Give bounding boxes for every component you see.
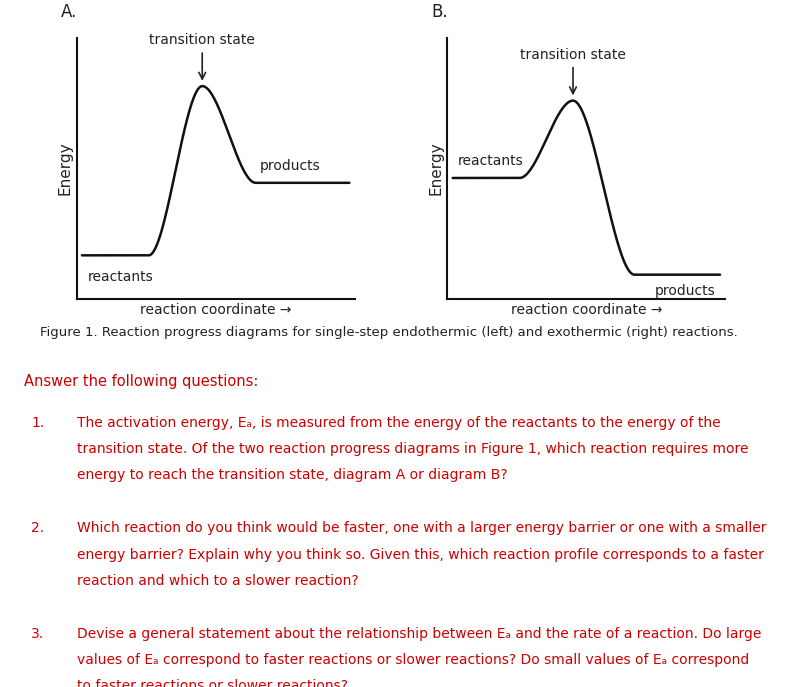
Text: B.: B. [431,3,448,21]
Text: 1.: 1. [31,416,44,429]
Text: reactants: reactants [87,270,153,284]
Text: The activation energy, Eₐ, is measured from the energy of the reactants to the e: The activation energy, Eₐ, is measured f… [77,416,721,429]
Text: to faster reactions or slower reactions?: to faster reactions or slower reactions? [77,679,347,687]
Text: Figure 1. Reaction progress diagrams for single-step endothermic (left) and exot: Figure 1. Reaction progress diagrams for… [40,326,738,339]
Text: Which reaction do you think would be faster, one with a larger energy barrier or: Which reaction do you think would be fas… [77,521,766,535]
Text: products: products [655,284,716,298]
Text: products: products [260,159,321,173]
Y-axis label: Energy: Energy [428,142,443,195]
Text: Answer the following questions:: Answer the following questions: [24,374,259,390]
Text: transition state: transition state [149,34,256,79]
Text: energy barrier? Explain why you think so. Given this, which reaction profile cor: energy barrier? Explain why you think so… [77,548,763,561]
X-axis label: reaction coordinate →: reaction coordinate → [511,303,662,317]
X-axis label: reaction coordinate →: reaction coordinate → [140,303,291,317]
Text: transition state: transition state [520,48,626,93]
Text: energy to reach the transition state, diagram A or diagram B?: energy to reach the transition state, di… [77,468,507,482]
Text: reaction and which to a slower reaction?: reaction and which to a slower reaction? [77,574,358,587]
Text: Devise a general statement about the relationship between Eₐ and the rate of a r: Devise a general statement about the rel… [77,627,761,641]
Text: transition state. Of the two reaction progress diagrams in Figure 1, which react: transition state. Of the two reaction pr… [77,442,748,455]
Text: reactants: reactants [458,155,524,168]
Y-axis label: Energy: Energy [57,142,73,195]
Text: 2.: 2. [31,521,44,535]
Text: 3.: 3. [31,627,44,641]
Text: A.: A. [60,3,77,21]
Text: values of Eₐ correspond to faster reactions or slower reactions? Do small values: values of Eₐ correspond to faster reacti… [77,653,749,667]
